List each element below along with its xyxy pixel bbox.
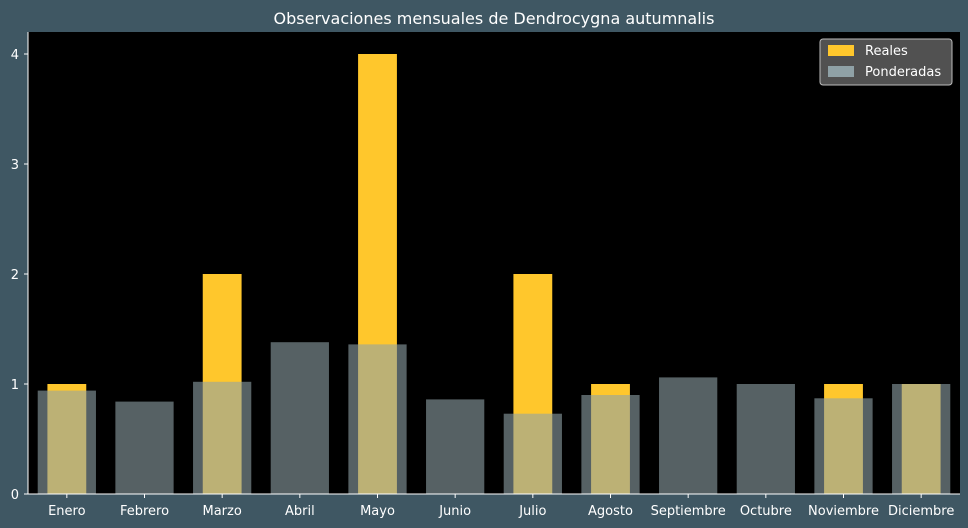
bar-ponderadas-julio: [503, 413, 562, 494]
legend: Reales Ponderadas: [819, 38, 953, 86]
legend-label: Reales: [865, 44, 908, 59]
bar-ponderadas-noviembre: [814, 398, 873, 494]
bar-ponderadas-junio: [426, 399, 485, 494]
x-tick-label: Junio: [438, 504, 471, 519]
y-tick-label: 4: [11, 48, 19, 63]
bar-ponderadas-septiembre: [659, 377, 718, 494]
x-tick-label: Noviembre: [808, 504, 879, 519]
bar-ponderadas-febrero: [115, 401, 174, 494]
legend-swatch: [828, 66, 854, 77]
bar-ponderadas-agosto: [581, 395, 640, 494]
bar-ponderadas-octubre: [736, 384, 795, 494]
x-tick-label: Agosto: [588, 504, 633, 519]
bar-ponderadas-abril: [270, 342, 329, 494]
legend-swatch: [828, 45, 854, 56]
series-ponderadas-bars: [37, 342, 951, 494]
y-tick-label: 3: [11, 158, 19, 173]
y-tick-label: 1: [11, 378, 19, 393]
bar-ponderadas-enero: [37, 390, 96, 494]
bar-ponderadas-diciembre: [892, 384, 951, 494]
axes: 0 1 2 3 4 Enero Febrero Marzo Abril Mayo Junio Juli…: [11, 32, 960, 519]
y-tick-label: 2: [11, 268, 19, 283]
x-tick-label: Mayo: [360, 504, 395, 519]
bar-ponderadas-marzo: [193, 381, 252, 494]
plot-area: [28, 32, 960, 494]
y-tick-label: 0: [11, 488, 19, 503]
chart-title: Observaciones mensuales de Dendrocygna a…: [274, 9, 715, 28]
x-tick-label: Octubre: [740, 504, 792, 519]
x-tick-label: Septiembre: [651, 504, 726, 519]
x-tick-label: Marzo: [203, 504, 242, 519]
x-tick-label: Diciembre: [888, 504, 954, 519]
bar-ponderadas-mayo: [348, 344, 407, 494]
legend-label: Ponderadas: [865, 65, 941, 80]
x-tick-label: Julio: [518, 504, 546, 519]
x-tick-label: Enero: [48, 504, 86, 519]
x-tick-label: Febrero: [120, 504, 169, 519]
x-tick-label: Abril: [285, 504, 315, 519]
